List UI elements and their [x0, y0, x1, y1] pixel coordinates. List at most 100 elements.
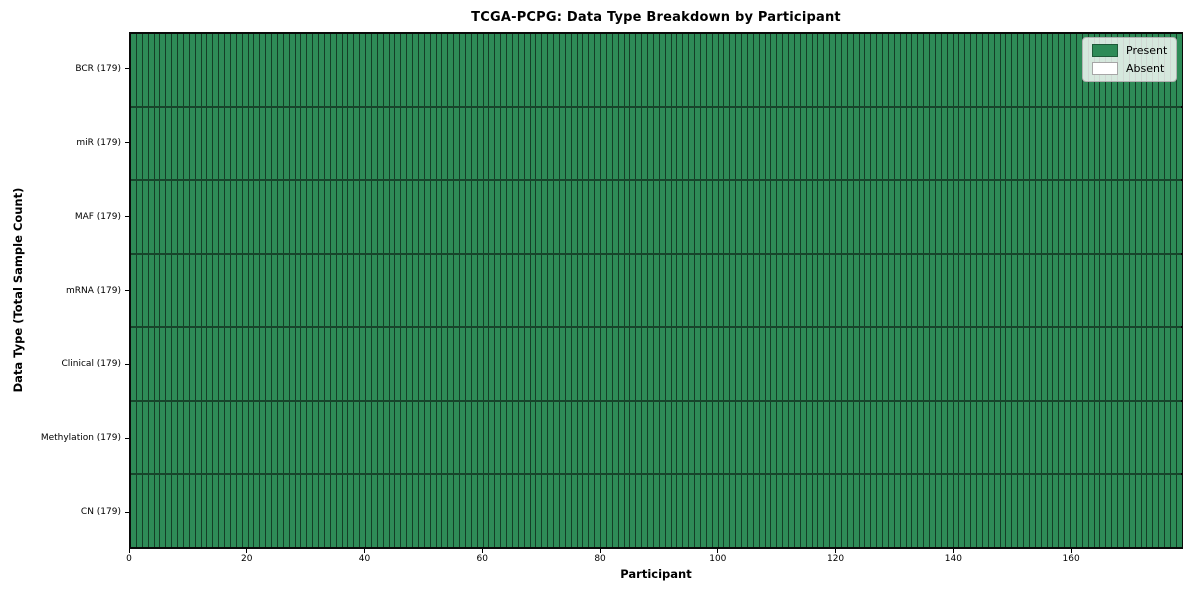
- cell-present: [793, 181, 800, 253]
- cell-present: [729, 107, 736, 180]
- cell-present: [729, 401, 736, 474]
- cell-present: [987, 107, 994, 180]
- cell-present: [558, 401, 565, 474]
- cell-present: [611, 328, 618, 400]
- cell-present: [711, 475, 718, 548]
- cell-present: [1099, 328, 1106, 400]
- cell-present: [482, 181, 489, 253]
- cell-present: [1070, 328, 1076, 400]
- cell-present: [323, 181, 330, 253]
- cell-present: [876, 181, 882, 253]
- cell-present: [976, 475, 982, 548]
- cell-present: [623, 34, 630, 106]
- cell-present: [811, 328, 818, 400]
- cell-present: [788, 254, 794, 327]
- cell-present: [987, 34, 994, 106]
- chart-title: TCGA-PCPG: Data Type Breakdown by Partic…: [471, 10, 841, 25]
- cell-present: [517, 34, 524, 106]
- cell-present: [353, 475, 360, 548]
- cell-present: [981, 34, 988, 106]
- cell-present: [1140, 107, 1147, 180]
- cell-present: [735, 401, 741, 474]
- cell-present: [517, 328, 524, 400]
- cell-present: [776, 401, 783, 474]
- cell-present: [864, 401, 871, 474]
- cell-present: [588, 328, 595, 400]
- cell-present: [782, 328, 788, 400]
- data-type-row-bcr: [131, 34, 1182, 106]
- cell-present: [752, 107, 759, 180]
- cell-present: [370, 107, 377, 180]
- cell-present: [288, 328, 295, 400]
- cell-present: [1093, 401, 1100, 474]
- cell-present: [1034, 254, 1041, 327]
- cell-present: [829, 254, 835, 327]
- cell-present: [576, 328, 583, 400]
- cell-present: [147, 107, 154, 180]
- cell-present: [500, 401, 506, 474]
- cell-present: [359, 34, 365, 106]
- cell-present: [229, 254, 236, 327]
- cell-present: [723, 34, 730, 106]
- cell-present: [823, 475, 830, 548]
- cell-present: [741, 107, 747, 180]
- cell-present: [1128, 401, 1135, 474]
- cell-present: [241, 254, 248, 327]
- cell-present: [981, 181, 988, 253]
- cell-present: [535, 254, 542, 327]
- cell-present: [376, 181, 383, 253]
- cell-present: [259, 254, 266, 327]
- cell-present: [664, 181, 671, 253]
- cell-present: [412, 181, 418, 253]
- cell-present: [623, 181, 630, 253]
- cell-present: [1128, 107, 1135, 180]
- cell-present: [952, 475, 959, 548]
- cell-present: [1052, 401, 1059, 474]
- cell-present: [605, 475, 612, 548]
- cell-present: [464, 401, 471, 474]
- cell-present: [141, 34, 148, 106]
- x-tick-mark: [481, 549, 483, 553]
- cell-present: [206, 181, 213, 253]
- cell-present: [934, 254, 941, 327]
- cell-present: [882, 34, 888, 106]
- cell-present: [923, 475, 929, 548]
- cell-present: [1128, 254, 1135, 327]
- cell-present: [788, 107, 794, 180]
- cell-present: [999, 181, 1006, 253]
- cell-present: [617, 254, 624, 327]
- y-tick-label: MAF (179): [74, 211, 121, 222]
- cell-present: [911, 107, 918, 180]
- cell-present: [1040, 181, 1047, 253]
- cell-present: [1122, 181, 1129, 253]
- cell-present: [711, 401, 718, 474]
- cell-present: [793, 254, 800, 327]
- cell-present: [500, 181, 506, 253]
- cell-present: [864, 34, 871, 106]
- cell-present: [388, 34, 395, 106]
- x-tick-label: 80: [594, 554, 606, 564]
- cell-present: [482, 401, 489, 474]
- cell-present: [511, 34, 518, 106]
- cell-present: [1058, 181, 1065, 253]
- cell-present: [746, 34, 753, 106]
- cell-present: [905, 328, 912, 400]
- cell-present: [1152, 181, 1159, 253]
- cell-present: [752, 328, 759, 400]
- cell-present: [776, 181, 783, 253]
- x-axis-label: Participant: [620, 567, 692, 581]
- legend: Present Absent: [1082, 37, 1178, 82]
- cell-present: [282, 475, 289, 548]
- cell-present: [288, 401, 295, 474]
- cell-present: [752, 34, 759, 106]
- data-type-row-mir: [131, 105, 1182, 180]
- cell-present: [382, 107, 389, 180]
- cell-present: [429, 475, 436, 548]
- cell-present: [1034, 181, 1041, 253]
- cell-present: [923, 254, 929, 327]
- cell-present: [141, 107, 148, 180]
- cell-present: [1017, 254, 1023, 327]
- cell-present: [1175, 328, 1182, 400]
- cell-present: [788, 181, 794, 253]
- cell-present: [370, 401, 377, 474]
